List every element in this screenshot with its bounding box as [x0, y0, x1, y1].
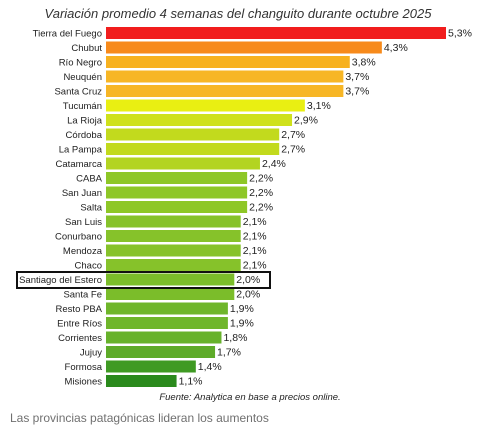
- value-label-santa-cruz: 3,7%: [345, 86, 369, 98]
- bar-la-pampa: [106, 143, 280, 155]
- bar-cordoba: [106, 128, 280, 141]
- value-label-tucuman: 3,1%: [307, 100, 331, 112]
- category-label-tucuman: Tucumán: [63, 101, 102, 112]
- bar-chaco: [106, 259, 241, 271]
- value-label-cordoba: 2,7%: [281, 129, 305, 141]
- value-label-santiago-del-estero: 2,0%: [236, 274, 260, 286]
- value-label-entre-rios: 1,9%: [230, 318, 254, 330]
- bar-misiones: [106, 375, 177, 387]
- category-label-san-juan: San Juan: [62, 188, 102, 199]
- category-label-jujuy: Jujuy: [80, 347, 102, 358]
- value-label-formosa: 1,4%: [198, 361, 222, 373]
- category-label-resto-pba: Resto PBA: [56, 304, 103, 315]
- bar-mendoza: [106, 244, 241, 257]
- value-label-corrientes: 1,8%: [223, 332, 247, 344]
- bar-entre-rios: [106, 317, 228, 329]
- value-label-la-rioja: 2,9%: [294, 115, 318, 127]
- category-label-tierra-del-fuego: Tierra del Fuego: [33, 28, 102, 39]
- source-note: Fuente: Analytica en base a precios onli…: [0, 392, 484, 403]
- category-label-corrientes: Corrientes: [58, 333, 102, 344]
- source-text: Analytica en base a precios online.: [193, 392, 341, 403]
- category-label-rio-negro: Río Negro: [59, 57, 102, 68]
- bar-conurbano: [106, 230, 241, 242]
- bar-santa-cruz: [106, 85, 344, 97]
- value-label-misiones: 1,1%: [179, 376, 203, 388]
- highlight-box: [16, 271, 271, 289]
- category-label-mendoza: Mendoza: [63, 246, 103, 257]
- bar-chart: Tierra del Fuego 5,3% Chubut 4,3% Río Negro 3…: [16, 27, 472, 388]
- bar-corrientes: [106, 331, 222, 344]
- value-label-chaco: 2,1%: [243, 260, 267, 272]
- value-label-neuquen: 3,7%: [345, 71, 369, 83]
- category-label-catamarca: Catamarca: [56, 159, 103, 170]
- bar-jujuy: [106, 346, 216, 358]
- category-label-chaco: Chaco: [75, 260, 102, 271]
- category-label-santa-cruz: Santa Cruz: [54, 86, 102, 97]
- bar-santiago-del-estero: [106, 273, 235, 286]
- value-label-mendoza: 2,1%: [243, 245, 267, 257]
- value-label-resto-pba: 1,9%: [230, 303, 254, 315]
- category-label-conurbano: Conurbano: [55, 231, 102, 242]
- source-prefix: Fuente:: [159, 392, 192, 403]
- bar-neuquen: [106, 70, 344, 83]
- value-label-catamarca: 2,4%: [262, 158, 286, 170]
- category-label-santiago-del-estero: Santiago del Estero: [19, 275, 102, 286]
- bar-formosa: [106, 360, 196, 373]
- bar-caba: [106, 172, 248, 184]
- labels-layer: Tierra del Fuego 5,3% Chubut 4,3% Río Negro 3…: [16, 28, 472, 388]
- bar-san-luis: [106, 215, 241, 228]
- value-label-santa-fe: 2,0%: [236, 289, 260, 301]
- category-label-cordoba: Córdoba: [66, 130, 103, 141]
- value-label-san-juan: 2,2%: [249, 187, 273, 199]
- category-label-entre-rios: Entre Ríos: [57, 318, 102, 329]
- value-label-san-luis: 2,1%: [243, 216, 267, 228]
- bar-resto-pba: [106, 302, 228, 315]
- category-label-la-rioja: La Rioja: [67, 115, 103, 126]
- category-label-salta: Salta: [80, 202, 102, 213]
- category-label-la-pampa: La Pampa: [59, 144, 103, 155]
- value-label-salta: 2,2%: [249, 202, 273, 214]
- value-label-caba: 2,2%: [249, 173, 273, 185]
- bar-salta: [106, 201, 248, 213]
- category-label-santa-fe: Santa Fe: [63, 289, 102, 300]
- value-label-chubut: 4,3%: [384, 42, 408, 54]
- bar-chubut: [106, 41, 382, 54]
- value-label-rio-negro: 3,8%: [352, 57, 376, 69]
- value-label-tierra-del-fuego: 5,3%: [448, 28, 472, 40]
- value-label-conurbano: 2,1%: [243, 231, 267, 243]
- bar-rio-negro: [106, 56, 350, 68]
- value-label-la-pampa: 2,7%: [281, 144, 305, 156]
- bar-tucuman: [106, 99, 305, 112]
- value-label-jujuy: 1,7%: [217, 347, 241, 359]
- bars-layer: [106, 27, 446, 387]
- category-label-san-luis: San Luis: [65, 217, 102, 228]
- bar-catamarca: [106, 157, 260, 170]
- category-label-formosa: Formosa: [65, 362, 103, 373]
- category-label-misiones: Misiones: [65, 376, 103, 387]
- image-caption: Las provincias patagónicas lideran los a…: [10, 411, 269, 425]
- chart-title: Variación promedio 4 semanas del changui…: [44, 6, 432, 21]
- category-label-caba: CABA: [76, 173, 103, 184]
- category-label-neuquen: Neuquén: [63, 72, 102, 83]
- category-label-chubut: Chubut: [71, 43, 102, 54]
- bar-tierra-del-fuego: [106, 27, 446, 39]
- bar-san-juan: [106, 186, 248, 199]
- bar-santa-fe: [106, 288, 235, 300]
- bar-la-rioja: [106, 114, 293, 126]
